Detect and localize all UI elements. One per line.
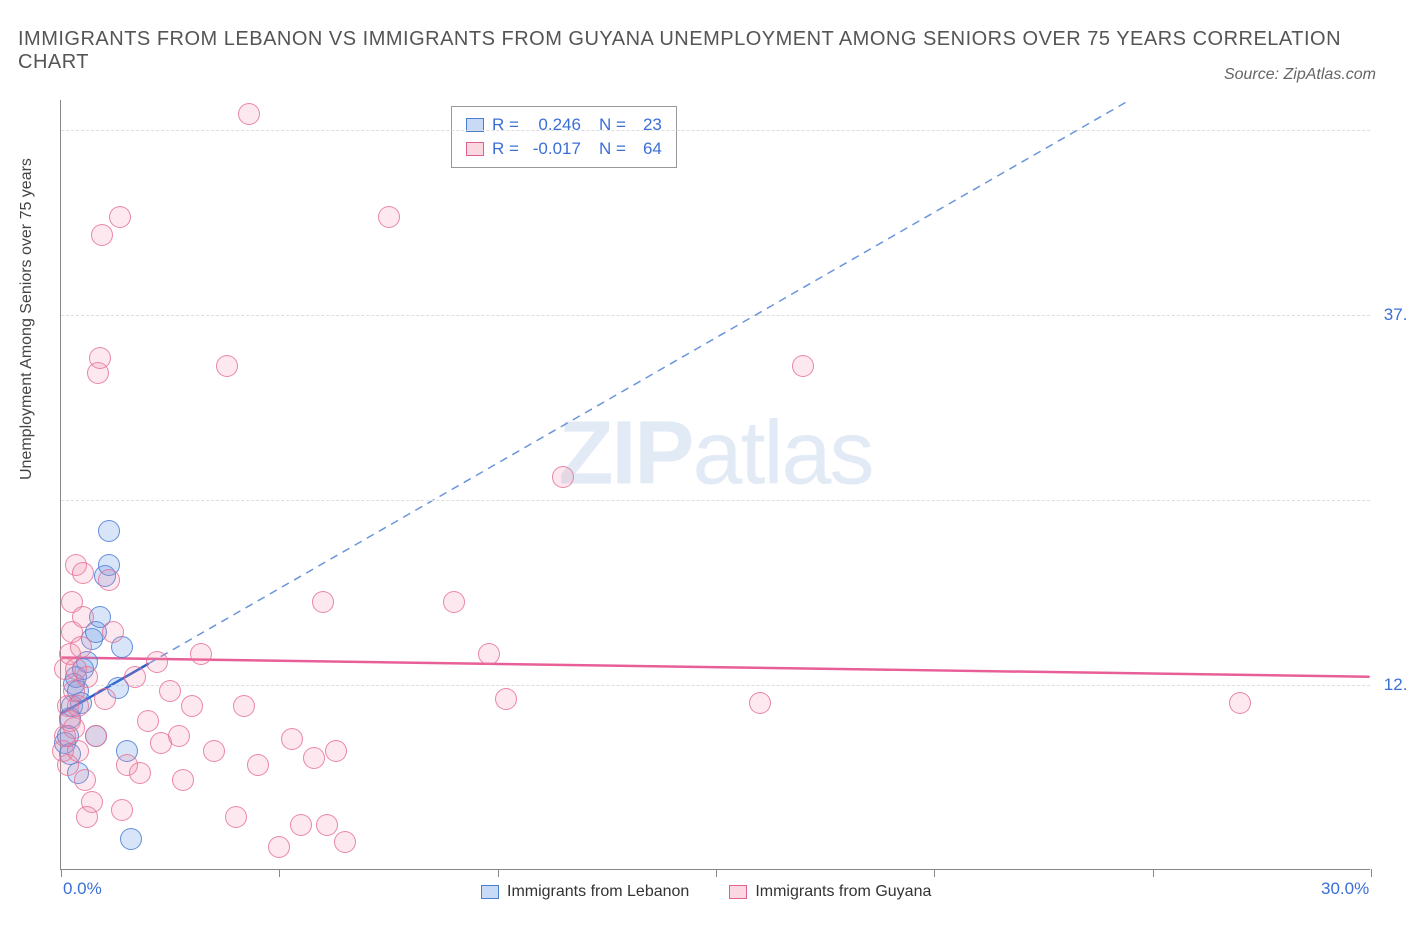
x-tick	[61, 869, 62, 877]
point-lebanon	[120, 828, 142, 850]
x-tick	[498, 869, 499, 877]
point-guyana	[111, 799, 133, 821]
point-guyana	[124, 666, 146, 688]
gridline	[61, 315, 1370, 316]
point-guyana	[137, 710, 159, 732]
point-guyana	[85, 725, 107, 747]
point-guyana	[94, 688, 116, 710]
legend-label-guyana: Immigrants from Guyana	[755, 883, 931, 901]
y-tick-label: 12.5%	[1384, 675, 1406, 695]
point-guyana	[63, 717, 85, 739]
legend-row-lebanon: R = 0.246 N = 23	[466, 113, 662, 137]
point-guyana	[238, 103, 260, 125]
x-tick	[1153, 869, 1154, 877]
x-tick-label: 0.0%	[63, 879, 102, 899]
x-tick	[279, 869, 280, 877]
series-legend: Immigrants from Lebanon Immigrants from …	[481, 883, 931, 901]
x-tick	[934, 869, 935, 877]
point-guyana	[325, 740, 347, 762]
point-guyana	[89, 347, 111, 369]
legend-row-guyana: R = -0.017 N = 64	[466, 137, 662, 161]
point-guyana	[312, 591, 334, 613]
point-guyana	[172, 769, 194, 791]
point-lebanon	[98, 520, 120, 542]
plot-area: ZIPatlas R = 0.246 N = 23 R = -0.017 N =…	[60, 100, 1370, 870]
swatch-blue	[481, 885, 499, 899]
point-guyana	[70, 636, 92, 658]
gridline	[61, 685, 1370, 686]
point-guyana	[216, 355, 238, 377]
point-guyana	[281, 728, 303, 750]
r-label: R =	[492, 137, 519, 161]
n-label: N =	[599, 113, 626, 137]
point-guyana	[792, 355, 814, 377]
point-guyana	[316, 814, 338, 836]
chart-title: IMMIGRANTS FROM LEBANON VS IMMIGRANTS FR…	[18, 28, 1388, 74]
point-guyana	[91, 224, 113, 246]
point-guyana	[495, 688, 517, 710]
n-label: N =	[599, 137, 626, 161]
point-guyana	[67, 740, 89, 762]
guyana-r-value: -0.017	[527, 137, 581, 161]
point-guyana	[225, 806, 247, 828]
point-guyana	[268, 836, 290, 858]
guyana-n-value: 64	[634, 137, 662, 161]
lebanon-r-value: 0.246	[527, 113, 581, 137]
point-guyana	[168, 725, 190, 747]
point-guyana	[159, 680, 181, 702]
x-tick-label: 30.0%	[1321, 879, 1369, 899]
point-guyana	[72, 562, 94, 584]
point-guyana	[72, 606, 94, 628]
x-tick	[716, 869, 717, 877]
swatch-pink	[729, 885, 747, 899]
correlation-legend: R = 0.246 N = 23 R = -0.017 N = 64	[451, 106, 677, 168]
point-guyana	[74, 769, 96, 791]
legend-item-lebanon: Immigrants from Lebanon	[481, 883, 689, 901]
point-guyana	[129, 762, 151, 784]
r-label: R =	[492, 113, 519, 137]
point-guyana	[334, 831, 356, 853]
source-attribution: Source: ZipAtlas.com	[1224, 66, 1376, 84]
point-guyana	[1229, 692, 1251, 714]
point-guyana	[552, 466, 574, 488]
legend-item-guyana: Immigrants from Guyana	[729, 883, 931, 901]
swatch-pink	[466, 142, 484, 156]
point-guyana	[76, 806, 98, 828]
point-guyana	[478, 643, 500, 665]
point-guyana	[146, 651, 168, 673]
point-guyana	[378, 206, 400, 228]
gridline	[61, 130, 1370, 131]
legend-label-lebanon: Immigrants from Lebanon	[507, 883, 689, 901]
point-guyana	[233, 695, 255, 717]
point-guyana	[247, 754, 269, 776]
point-guyana	[98, 569, 120, 591]
point-guyana	[443, 591, 465, 613]
gridline	[61, 500, 1370, 501]
y-axis-label: Unemployment Among Seniors over 75 years	[18, 158, 36, 480]
point-guyana	[303, 747, 325, 769]
point-guyana	[181, 695, 203, 717]
chart-container: IMMIGRANTS FROM LEBANON VS IMMIGRANTS FR…	[0, 0, 1406, 930]
point-guyana	[190, 643, 212, 665]
point-guyana	[109, 206, 131, 228]
y-tick-label: 37.5%	[1384, 305, 1406, 325]
point-guyana	[290, 814, 312, 836]
point-guyana	[102, 621, 124, 643]
point-guyana	[67, 695, 89, 717]
lebanon-n-value: 23	[634, 113, 662, 137]
x-tick	[1371, 869, 1372, 877]
point-guyana	[749, 692, 771, 714]
point-guyana	[76, 666, 98, 688]
point-guyana	[203, 740, 225, 762]
